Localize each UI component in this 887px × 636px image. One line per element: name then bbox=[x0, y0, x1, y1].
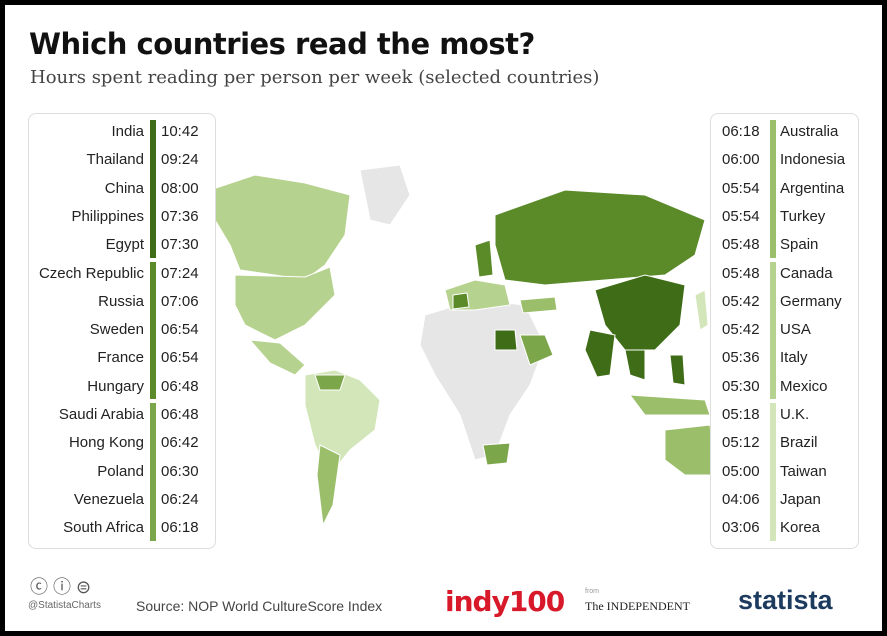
logo-statista: statista bbox=[738, 585, 833, 615]
hours: 06:18 bbox=[722, 123, 760, 140]
country: Australia bbox=[780, 123, 839, 140]
group-bar bbox=[770, 403, 776, 541]
country: Saudi Arabia bbox=[58, 406, 144, 423]
country: U.K. bbox=[780, 406, 810, 423]
country: Hong Kong bbox=[68, 434, 144, 452]
country: Poland bbox=[97, 462, 144, 480]
hours: 06:18 bbox=[161, 519, 199, 537]
country: Korea bbox=[780, 519, 821, 537]
country: France bbox=[97, 349, 144, 367]
hours: 05:54 bbox=[722, 179, 760, 197]
country: Russia bbox=[98, 292, 144, 310]
license-icons: ⓒ ⓘ ⊜ bbox=[30, 577, 92, 597]
country: Thailand bbox=[86, 151, 144, 169]
hours: 05:48 bbox=[722, 264, 760, 282]
hours: 06:00 bbox=[722, 151, 760, 169]
hours: 05:30 bbox=[722, 377, 760, 395]
hours: 05:00 bbox=[722, 462, 760, 480]
hours: 03:06 bbox=[722, 519, 760, 537]
logo-independent: The INDEPENDENT bbox=[585, 599, 690, 613]
country: Czech Republic bbox=[38, 264, 144, 282]
logo-indy: indy100 bbox=[445, 585, 565, 618]
country: Germany bbox=[780, 292, 842, 310]
country: Brazil bbox=[780, 434, 818, 452]
country: Hungary bbox=[87, 377, 144, 395]
hours: 05:42 bbox=[722, 321, 760, 339]
country: Italy bbox=[780, 349, 808, 367]
hours: 05:42 bbox=[722, 292, 760, 310]
hours: 05:36 bbox=[722, 349, 760, 367]
group-bar bbox=[770, 261, 776, 399]
country: Philippines bbox=[71, 207, 144, 225]
hours: 06:54 bbox=[161, 349, 199, 367]
country: USA bbox=[780, 321, 811, 339]
country: China bbox=[104, 179, 144, 197]
hours: 10:42 bbox=[161, 123, 199, 140]
country: Taiwan bbox=[780, 462, 827, 480]
title: Which countries read the most? bbox=[29, 27, 535, 61]
country: South Africa bbox=[63, 519, 144, 537]
hours: 09:24 bbox=[161, 151, 199, 169]
hours: 07:36 bbox=[161, 207, 199, 225]
country: India bbox=[111, 123, 144, 140]
source: Source: NOP World CultureScore Index bbox=[136, 598, 383, 614]
hours: 08:00 bbox=[161, 179, 199, 197]
hours: 04:06 bbox=[722, 490, 760, 508]
country: Canada bbox=[780, 264, 833, 282]
hours: 06:30 bbox=[161, 462, 199, 480]
hours: 06:48 bbox=[161, 377, 199, 395]
hours: 06:42 bbox=[161, 434, 199, 452]
country: Turkey bbox=[780, 207, 826, 225]
group-bar bbox=[770, 120, 776, 258]
infographic: Which countries read the most? Hours spe… bbox=[5, 5, 882, 631]
hours: 07:06 bbox=[161, 292, 199, 310]
hours: 05:18 bbox=[722, 406, 760, 423]
world-map bbox=[209, 164, 716, 527]
logo-from: from bbox=[585, 588, 599, 595]
country: Venezuela bbox=[73, 490, 144, 508]
group-bar bbox=[150, 403, 156, 541]
left-panel: India 10:42 Thailand 09:24 China 08:00 Philipp… bbox=[28, 113, 216, 549]
hours: 06:48 bbox=[161, 406, 199, 423]
hours: 05:12 bbox=[722, 434, 760, 452]
hours: 06:24 bbox=[161, 490, 199, 508]
subtitle: Hours spent reading per person per week … bbox=[30, 67, 600, 88]
country: Argentina bbox=[780, 179, 845, 197]
country: Spain bbox=[780, 236, 819, 254]
hours: 05:48 bbox=[722, 236, 760, 254]
group-bar bbox=[150, 120, 156, 258]
hours: 07:30 bbox=[161, 236, 199, 254]
country: Mexico bbox=[780, 377, 828, 395]
group-bar bbox=[150, 261, 156, 399]
country: Indonesia bbox=[780, 151, 846, 169]
hours: 06:54 bbox=[161, 321, 199, 339]
country: Japan bbox=[780, 490, 821, 508]
hours: 05:54 bbox=[722, 207, 760, 225]
right-panel: 06:18 Australia 06:00 Indonesia 05:54 Argenti… bbox=[710, 113, 859, 549]
hours: 07:24 bbox=[161, 264, 199, 282]
handle: @StatistaCharts bbox=[28, 600, 101, 611]
country: Sweden bbox=[89, 321, 144, 339]
country: Egypt bbox=[105, 236, 144, 254]
